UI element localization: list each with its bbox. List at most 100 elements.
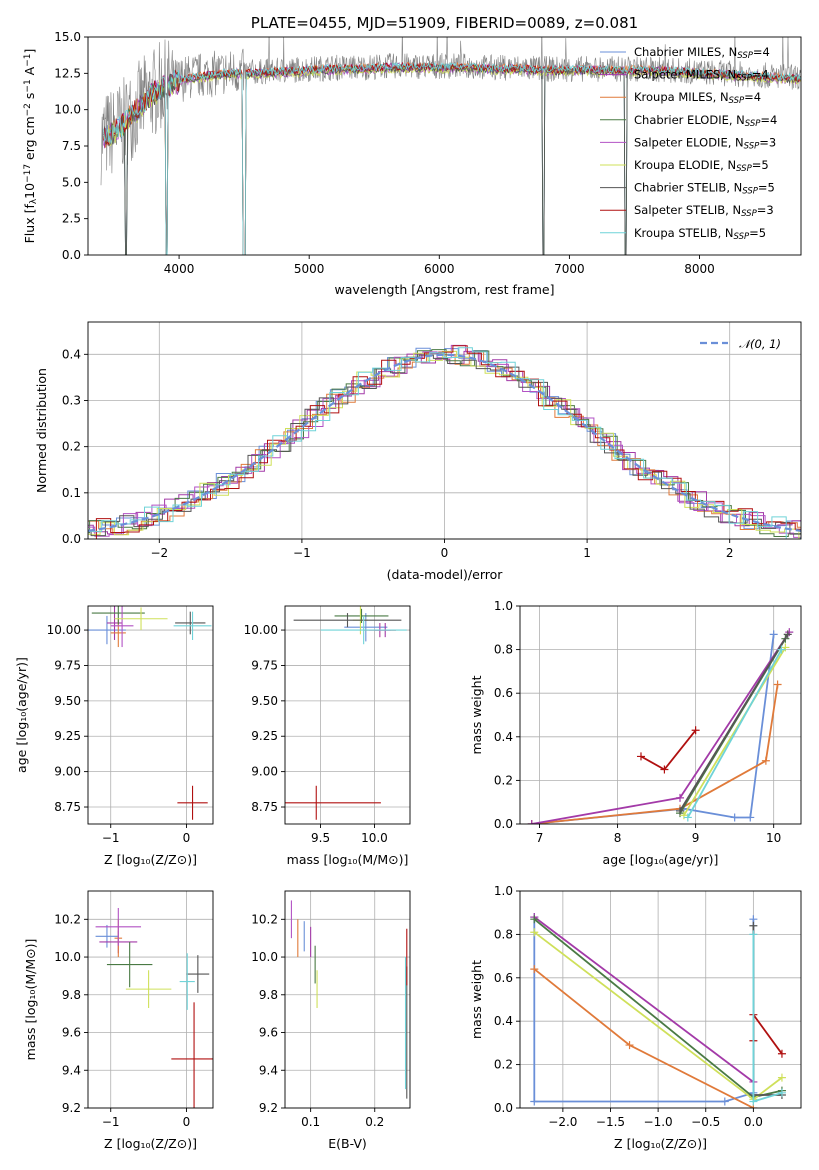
x-axis-label: wavelength [Angstrom, rest frame] — [334, 282, 554, 297]
y-tick-label: 0.2 — [494, 773, 513, 787]
errorbar-chabrier_stelib — [175, 611, 206, 635]
y-tick-label: 10.00 — [47, 623, 81, 637]
axes-frame — [284, 605, 411, 825]
spectrum-lines — [100, 37, 801, 255]
series-line — [533, 968, 754, 1108]
y-tick-label: 0.2 — [494, 1058, 513, 1072]
y-tick-label: 9.25 — [251, 729, 278, 743]
y-tick-label: 15.0 — [54, 30, 81, 44]
point-marker — [676, 793, 685, 802]
point-marker — [660, 765, 669, 774]
y-tick-label: 0.0 — [494, 817, 513, 831]
mass_vs_ebv-panel: 0.1 0.2 9.2 9.4 9.6 9.8 10.0 10.2 E(B-V) — [251, 890, 411, 1151]
y-tick-label: 9.2 — [259, 1101, 278, 1115]
y-tick-label: 12.5 — [54, 66, 81, 80]
x-tick-label: 6000 — [424, 262, 455, 276]
y-tick-label: 0.6 — [494, 686, 513, 700]
errorbar-chabrier_miles — [95, 924, 119, 948]
x-tick-label: −1 — [293, 546, 311, 560]
series-line — [687, 649, 783, 818]
y-tick-label: 0.2 — [62, 440, 81, 454]
y-tick-label: 9.8 — [259, 988, 278, 1002]
y-tick-label: 0.4 — [494, 1014, 513, 1028]
x-tick-label: 0 — [183, 831, 191, 845]
y-tick-label: 10.2 — [54, 912, 81, 926]
x-tick-label: 8 — [614, 831, 622, 845]
series-chabrier_stelib — [749, 921, 786, 1099]
point-marker — [530, 965, 539, 974]
legend-entry-salpeter_elodie: Salpeter ELODIE, NSSP=3 — [600, 135, 776, 152]
histogram-chabrier_elodie — [88, 349, 801, 537]
errorbar-kroupa_elodie — [114, 607, 168, 631]
x-tick-label: 0 — [183, 1115, 191, 1129]
series-salpeter_stelib — [636, 726, 700, 774]
histogram-salpeter_stelib — [95, 345, 801, 539]
x-tick-label: 10 — [766, 831, 781, 845]
point-marker — [777, 1088, 786, 1097]
x-axis-label: (data-model)/error — [387, 567, 504, 582]
legend-label: 𝒩(0, 1) — [739, 337, 781, 351]
errorbar-chabrier_miles — [344, 613, 388, 642]
y-tick-label: 9.75 — [54, 658, 81, 672]
series-kroupa_stelib — [749, 930, 786, 1106]
chart-title: PLATE=0455, MJD=51909, FIBERID=0089, z=0… — [251, 14, 638, 32]
x-axis-label: mass [log₁₀(M/M⊙)] — [287, 852, 409, 867]
series-salpeter_miles — [527, 628, 794, 824]
x-axis-label: Z [log₁₀(Z/Z⊙)] — [104, 852, 197, 867]
legend-label: Kroupa MILES, NSSP=4 — [634, 90, 761, 106]
mass_vs_z-panel: −1 0 9.2 9.4 9.6 9.8 10.0 10.2 Z [log₁₀(Z/Z⊙)] ma… — [23, 890, 214, 1151]
y-tick-label: 9.6 — [259, 1026, 278, 1040]
series-line — [531, 684, 779, 824]
series-line — [752, 925, 782, 1096]
errorbar-chabrier_miles — [88, 615, 126, 645]
point-marker — [749, 930, 758, 939]
errorbar-kroupa_elodie — [125, 970, 172, 1008]
axes-frame — [87, 321, 802, 540]
y-tick-label: 1.0 — [494, 884, 513, 898]
y-tick-label: 9.00 — [251, 765, 278, 779]
x-tick-label: 9 — [692, 831, 700, 845]
y-tick-label: 9.8 — [62, 988, 81, 1002]
y-tick-label: 9.25 — [54, 729, 81, 743]
x-tick-label: 9.5 — [311, 831, 330, 845]
y-tick-label: 0.0 — [62, 532, 81, 546]
x-tick-label: 4000 — [164, 262, 195, 276]
y-tick-label: 0.8 — [494, 927, 513, 941]
histogram-salpeter_miles — [88, 350, 801, 535]
series-line — [640, 729, 697, 771]
point-marker — [676, 806, 685, 815]
y-tick-label: 5.0 — [62, 175, 81, 189]
series-kroupa_stelib — [683, 645, 786, 822]
y-tick-label: 0.8 — [494, 643, 513, 657]
point-marker — [777, 1073, 786, 1082]
y-tick-label: 0.4 — [62, 347, 81, 361]
point-marker — [783, 630, 792, 639]
y-axis-label: Normed distribution — [34, 368, 49, 493]
x-tick-label: 0.0 — [744, 1115, 763, 1129]
point-marker — [530, 928, 539, 937]
point-marker — [777, 1049, 786, 1058]
errorbar-salpeter_stelib — [171, 1002, 213, 1108]
x-tick-label: 0 — [441, 546, 449, 560]
x-axis-label: Z [log₁₀(Z/Z⊙)] — [104, 1136, 197, 1151]
legend-label: Chabrier ELODIE, NSSP=4 — [634, 113, 777, 129]
legend-label: Chabrier MILES, NSSP=4 — [634, 45, 770, 61]
series-line — [752, 934, 783, 1103]
y-tick-label: 0.0 — [494, 1101, 513, 1115]
model-kroupa_stelib-line — [103, 61, 801, 255]
x-tick-label: −1.0 — [644, 1115, 673, 1129]
legend-entry-chabrier_elodie: Chabrier ELODIE, NSSP=4 — [600, 113, 777, 129]
y-tick-label: 0.0 — [62, 248, 81, 262]
point-marker — [769, 630, 778, 639]
x-axis-label: E(B-V) — [328, 1136, 367, 1151]
errorbar-chabrier_stelib — [186, 955, 210, 993]
y-tick-label: 0.3 — [62, 393, 81, 407]
x-tick-label: 5000 — [294, 262, 325, 276]
x-tick-label: −2 — [150, 546, 168, 560]
series-kroupa_miles — [530, 965, 758, 1108]
x-tick-label: −2.0 — [548, 1115, 577, 1129]
age_vs_z-panel: −1 0 8.75 9.00 9.25 9.50 9.75 10.00 Z [log₁₀(Z/Z… — [14, 605, 214, 867]
y-tick-label: 8.75 — [251, 800, 278, 814]
point-marker — [749, 1097, 758, 1106]
